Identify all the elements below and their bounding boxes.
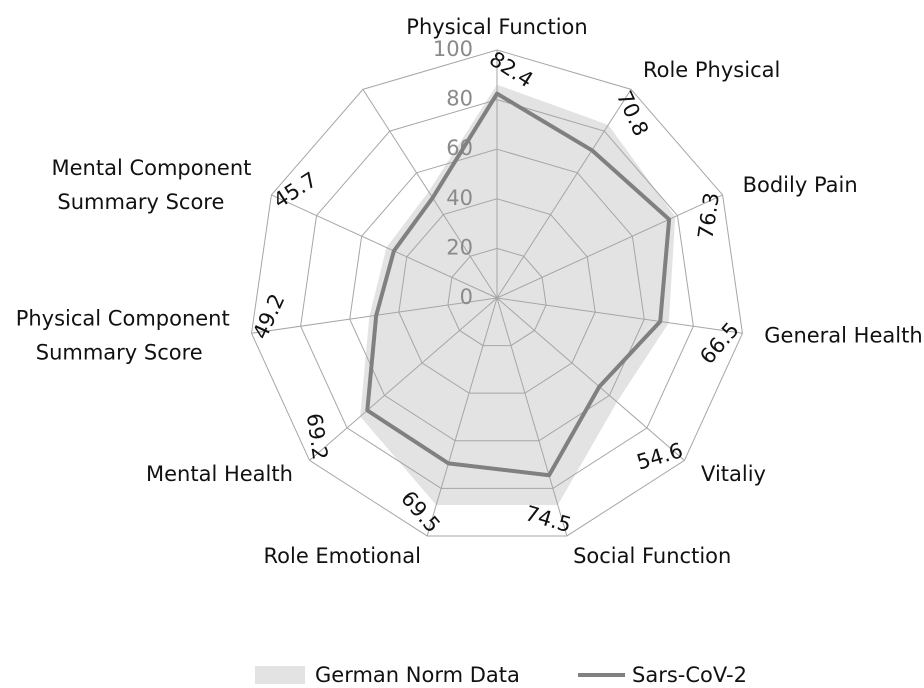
legend-label: German Norm Data	[315, 663, 520, 687]
grid-ring	[300, 99, 694, 489]
legend-label: Sars-CoV-2	[632, 663, 747, 687]
grid-ring	[349, 148, 645, 442]
y-tick-label: 0	[460, 285, 473, 309]
grid-ring	[447, 247, 547, 347]
line	[365, 91, 672, 478]
category-label: General Health	[764, 323, 922, 347]
grid-ring	[398, 198, 596, 394]
category-label: Vitaliy	[701, 462, 766, 486]
spoke	[362, 89, 498, 299]
spoke	[496, 297, 743, 334]
category-label: Mental Component Summary Score	[52, 156, 252, 214]
category-label: Social Function	[573, 544, 731, 568]
spoke	[271, 194, 498, 299]
category-label: Role Physical	[643, 58, 780, 82]
spoke	[496, 297, 568, 537]
spoke	[496, 89, 632, 299]
area	[360, 84, 676, 506]
spoke	[309, 297, 498, 461]
data-label: 54.6	[634, 438, 686, 474]
data-label: 70.8	[612, 87, 653, 140]
category-label: Mental Health	[146, 462, 293, 486]
category-label: Physical Function	[406, 15, 587, 39]
data-label: 66.5	[695, 318, 744, 369]
legend-swatch	[255, 666, 305, 684]
spoke	[426, 297, 498, 537]
category-label: Role Emotional	[263, 544, 420, 568]
category-label: Bodily Pain	[743, 173, 858, 197]
spoke	[496, 194, 723, 299]
y-tick-label: 20	[446, 235, 473, 259]
y-tick-label: 80	[446, 87, 473, 111]
category-label: Physical Component Summary Score	[16, 306, 230, 364]
spoke	[496, 297, 685, 461]
y-tick-label: 100	[433, 37, 473, 61]
data-label: 74.5	[522, 501, 574, 537]
grid-ring	[251, 49, 743, 537]
data-label: 76.3	[694, 191, 724, 241]
y-tick-label: 40	[446, 186, 473, 210]
